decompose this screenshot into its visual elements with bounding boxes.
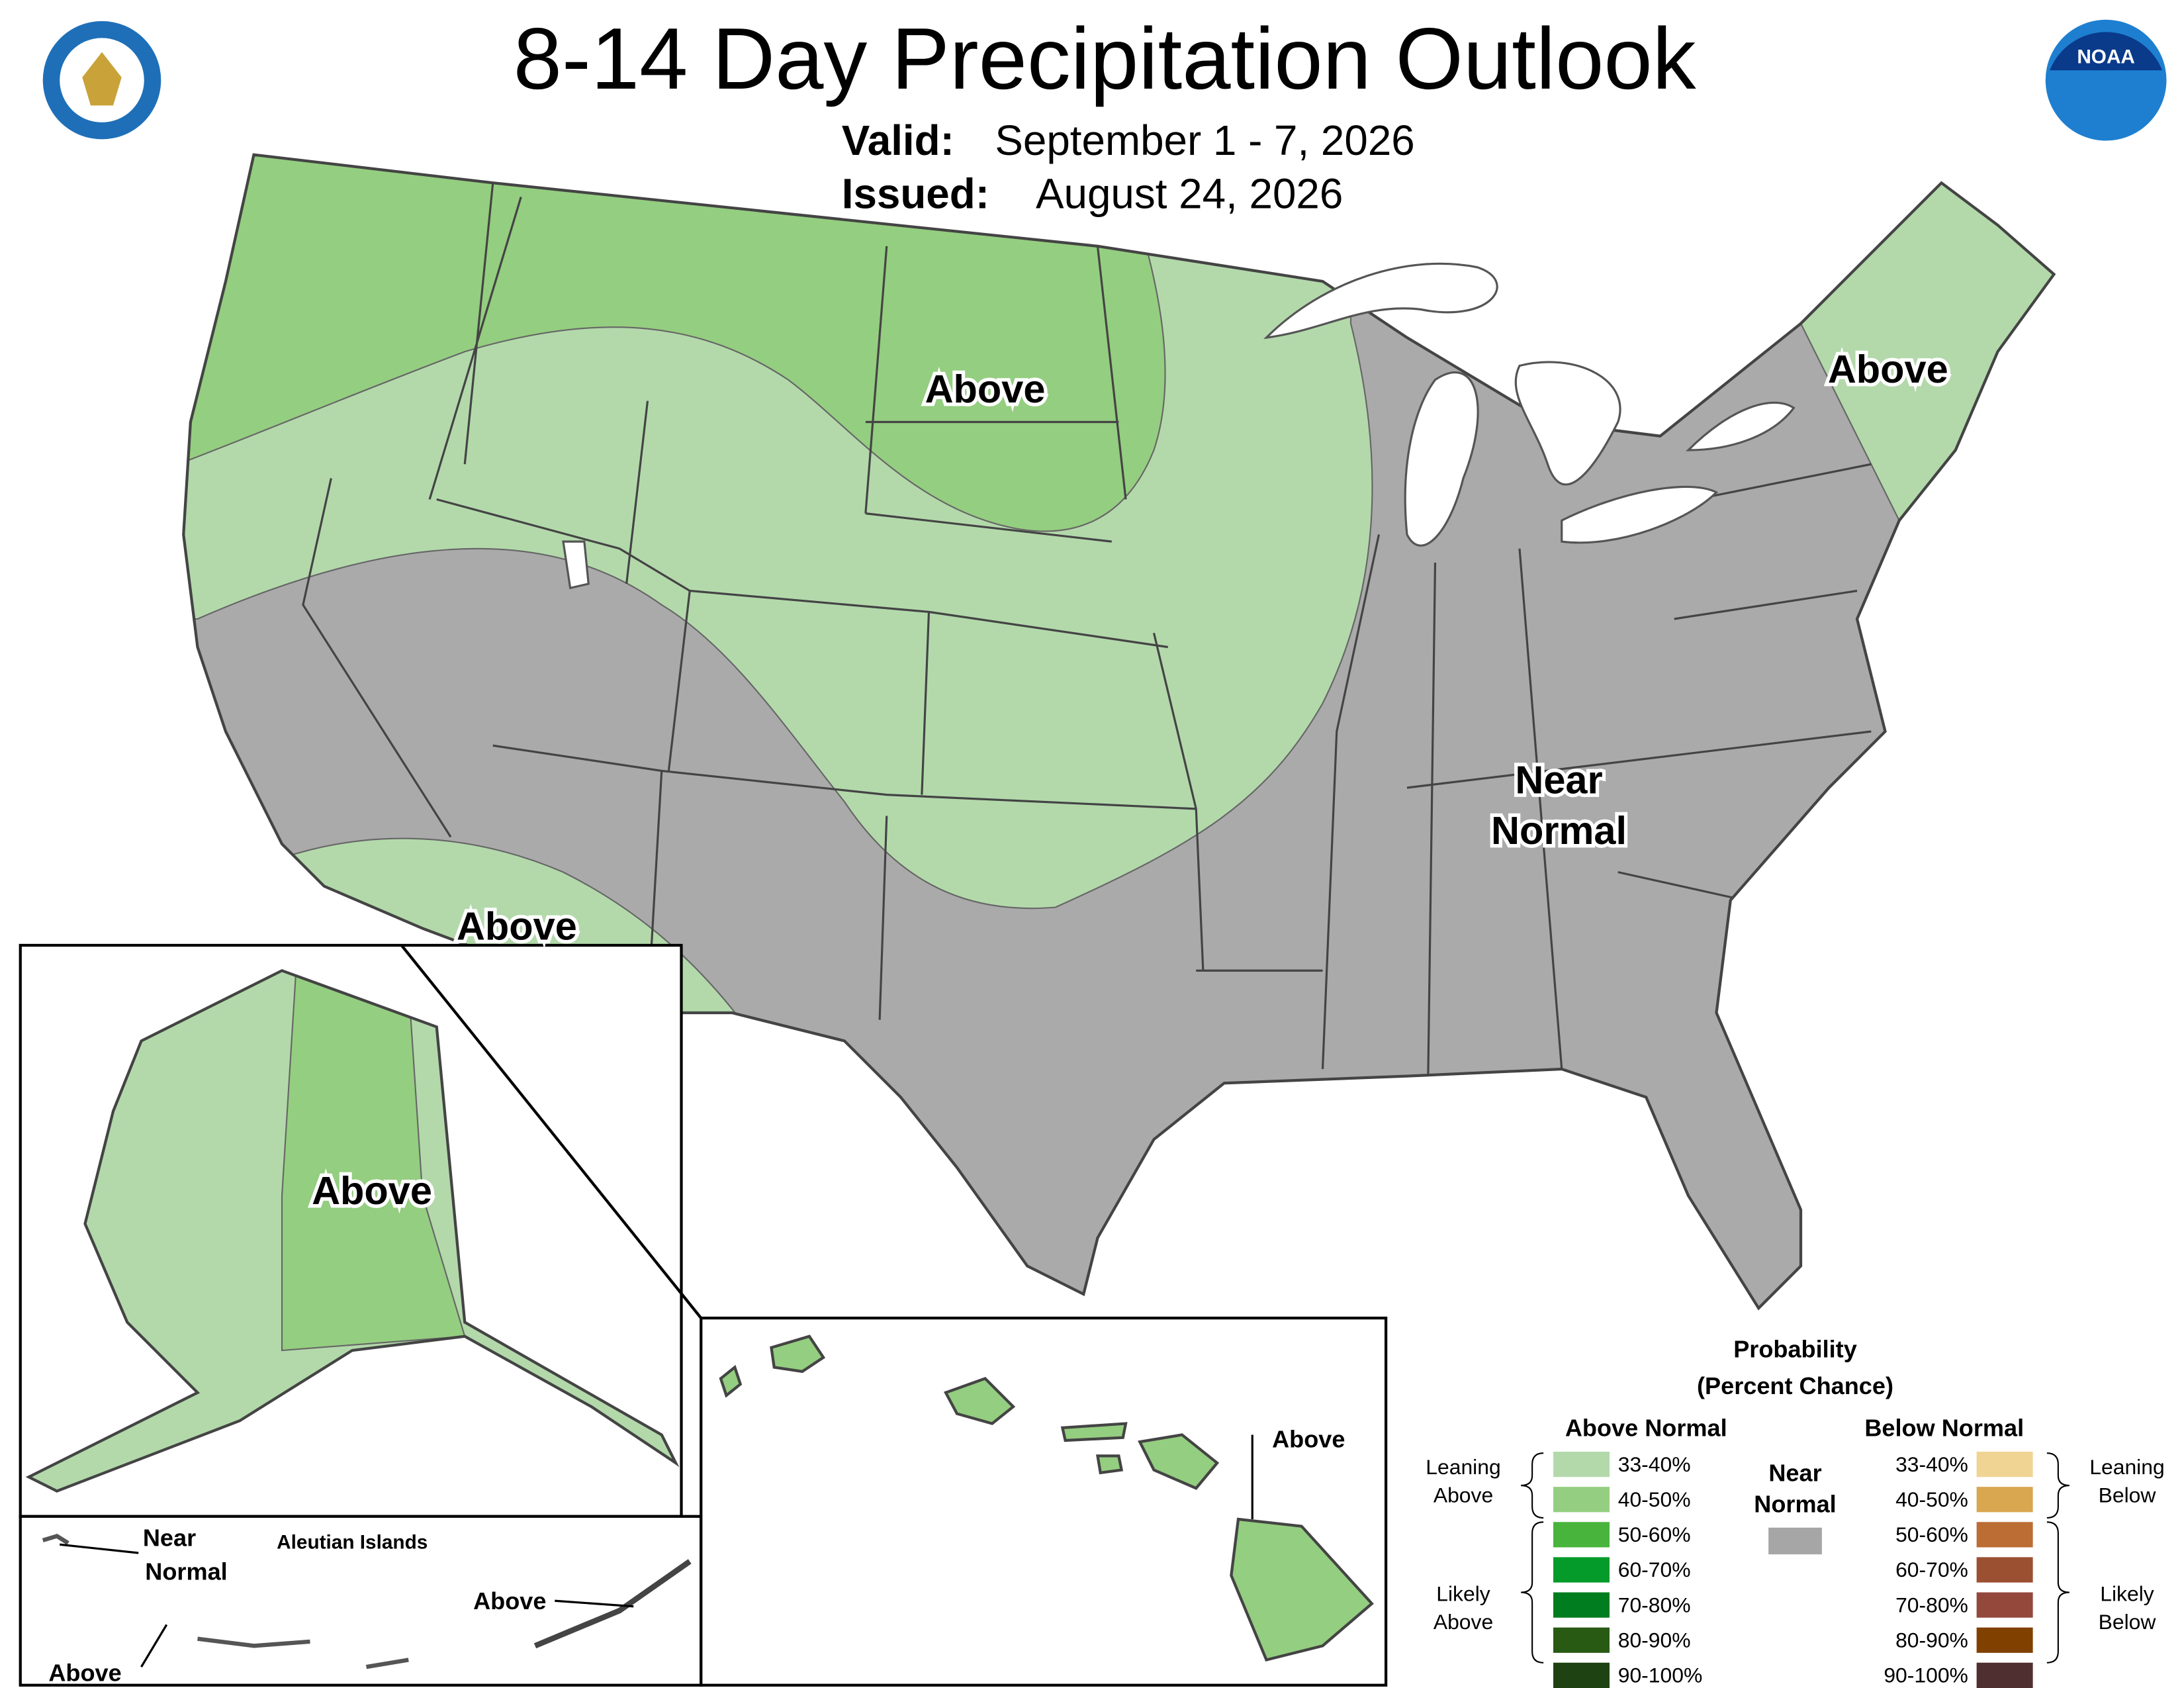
legend-title: (Percent Chance): [1697, 1372, 1893, 1399]
legend-label: 33-40%: [1618, 1452, 1691, 1476]
legend-title: Probability: [1733, 1336, 1857, 1363]
bracket-label: Below: [2099, 1610, 2157, 1634]
region-label: Above: [1828, 347, 1948, 391]
bracket-label: Above: [1433, 1483, 1493, 1507]
legend-heading: Near: [1768, 1460, 1821, 1487]
legend-label: 90-100%: [1618, 1664, 1703, 1687]
legend-label: 80-90%: [1618, 1628, 1691, 1652]
legend-swatch: [1553, 1557, 1610, 1583]
legend-label: 50-60%: [1895, 1523, 1968, 1546]
legend-heading: Above Normal: [1565, 1415, 1727, 1442]
bracket-label: Above: [1433, 1610, 1493, 1634]
legend-heading: Normal: [1754, 1490, 1836, 1517]
legend-swatch: [1553, 1522, 1610, 1548]
legend-swatch: [1553, 1662, 1610, 1688]
legend-swatch: [1553, 1592, 1610, 1618]
legend-label: 50-60%: [1618, 1523, 1691, 1546]
region-label: Near: [143, 1524, 196, 1551]
region-label: Near: [1515, 758, 1602, 802]
bracket-label: Below: [2099, 1483, 2157, 1507]
legend-swatch: [1768, 1527, 1822, 1555]
bracket-label: Leaning: [1426, 1455, 1500, 1479]
legend-swatch: [1976, 1522, 2033, 1548]
legend-label: 90-100%: [1884, 1664, 1968, 1687]
noaa-text: NOAA: [2077, 46, 2135, 68]
region-label: Above: [312, 1168, 432, 1213]
title: 8-14 Day Precipitation Outlook: [514, 10, 1697, 107]
valid-date: September 1 - 7, 2026: [995, 117, 1414, 164]
legend-label: 60-70%: [1895, 1558, 1968, 1581]
region-label: Above: [48, 1659, 121, 1686]
legend-label: 70-80%: [1895, 1593, 1968, 1617]
region-label: Above: [457, 904, 577, 949]
legend-label: 80-90%: [1895, 1628, 1968, 1652]
region-label: Normal: [145, 1558, 227, 1585]
legend-label: 60-70%: [1618, 1558, 1691, 1581]
bracket-label: Likely: [1436, 1581, 1490, 1605]
noaa-logo: NOAA: [2045, 19, 2167, 141]
inset-title: Aleutian Islands: [277, 1532, 428, 1554]
legend-swatch: [1976, 1662, 2033, 1688]
legend-label: 33-40%: [1895, 1452, 1968, 1476]
region-label: Normal: [1491, 808, 1627, 853]
legend: Probability (Percent Chance) Above Norma…: [1426, 1336, 2165, 1688]
valid-label: Valid:: [842, 117, 954, 164]
legend-label: 40-50%: [1618, 1487, 1691, 1511]
legend-label: 70-80%: [1618, 1593, 1691, 1617]
legend-swatch: [1976, 1592, 2033, 1618]
bracket-label: Leaning: [2089, 1455, 2164, 1479]
commerce-seal: [42, 21, 161, 140]
legend-swatch: [1553, 1452, 1610, 1477]
bracket-label: Likely: [2100, 1581, 2154, 1605]
region-label: Above: [1272, 1426, 1345, 1453]
great-lakes: [562, 262, 1796, 590]
region-label: Above: [925, 367, 1046, 411]
region-label: Above: [473, 1587, 546, 1615]
legend-swatch: [1976, 1487, 2033, 1513]
issued-label: Issued:: [842, 170, 989, 218]
issued-date: August 24, 2026: [1036, 170, 1343, 218]
legend-label: 40-50%: [1895, 1487, 1968, 1511]
legend-swatch: [1976, 1452, 2033, 1477]
legend-heading: Below Normal: [1864, 1415, 2024, 1442]
legend-swatch: [1976, 1557, 2033, 1583]
legend-swatch: [1553, 1487, 1610, 1513]
hawaii: [719, 1335, 1374, 1662]
aleutian-inset: [19, 1515, 703, 1687]
legend-swatch: [1976, 1627, 2033, 1653]
legend-swatch: [1553, 1627, 1610, 1653]
